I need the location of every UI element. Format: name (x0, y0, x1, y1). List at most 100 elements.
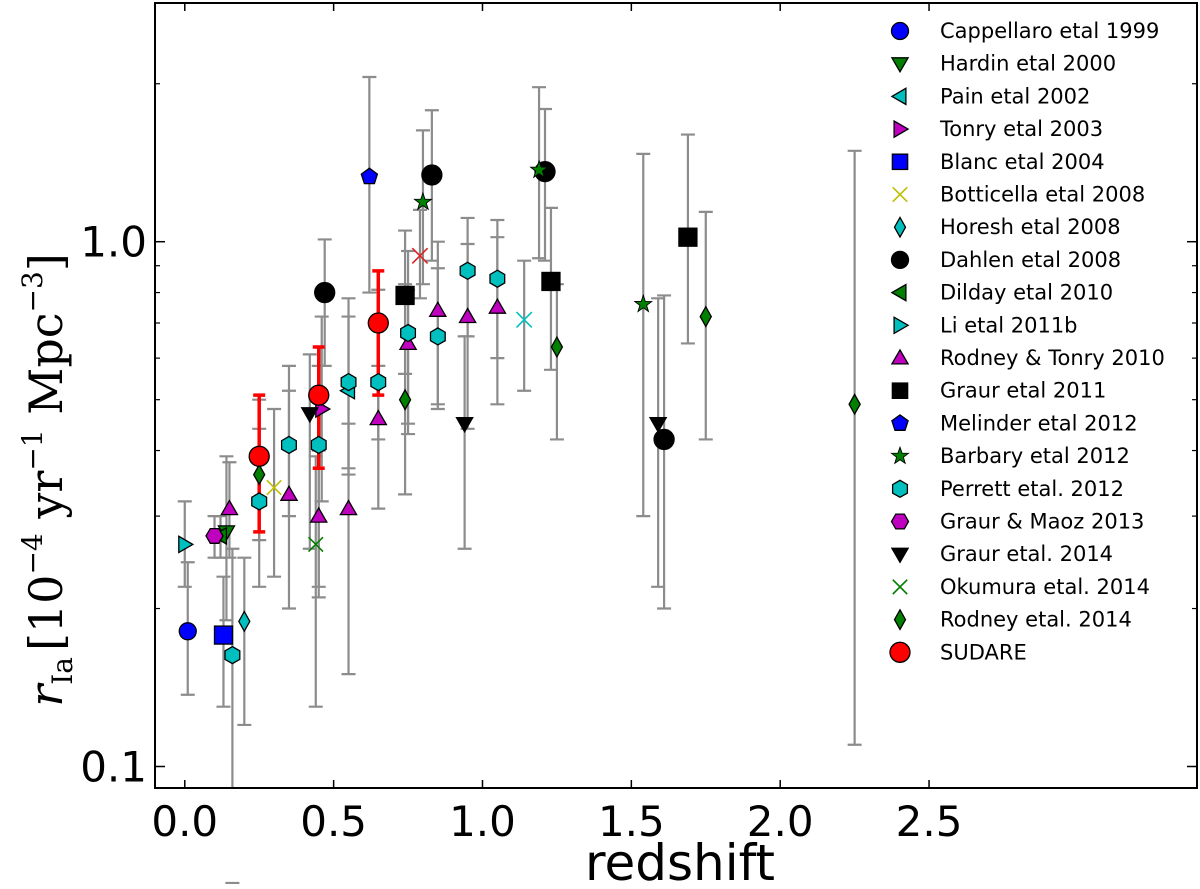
data-point (459, 261, 476, 281)
data-point (238, 610, 251, 633)
legend-label: Botticella etal 2008 (940, 183, 1145, 207)
x-tick-label: 0.0 (151, 797, 218, 846)
legend-label: Perrett etal. 2012 (940, 477, 1124, 501)
x-tick-label: 2.5 (896, 797, 963, 846)
legend-marker (889, 641, 911, 663)
data-point (220, 499, 239, 516)
y-axis-units-prefix: [10 (19, 575, 73, 651)
error-bar (302, 353, 317, 550)
y-axis-units-mid: yr (19, 471, 73, 534)
data-point (398, 388, 412, 411)
data-point (413, 191, 433, 211)
data-point (648, 417, 668, 434)
x-tick-label: 2.0 (747, 797, 814, 846)
marker-layer (178, 159, 861, 665)
data-point (308, 384, 330, 406)
legend-entry: Dilday etal 2010 (890, 281, 1113, 305)
x-tick-label: 1.0 (449, 797, 516, 846)
data-point (541, 271, 561, 292)
data-point (455, 417, 474, 434)
data-point (224, 645, 241, 665)
legend-label: Li etal 2011b (940, 313, 1078, 337)
data-point (339, 499, 358, 516)
y-axis-exp2: −1 (16, 429, 49, 470)
legend-entry: Blanc etal 2004 (891, 150, 1105, 174)
legend-marker (890, 57, 910, 74)
data-point (178, 622, 197, 641)
data-point (848, 393, 861, 416)
y-axis-symbol: r (19, 682, 73, 707)
legend-entry: SUDARE (889, 640, 1027, 664)
legend-label: Blanc etal 2004 (940, 150, 1105, 174)
legend-marker (890, 283, 907, 302)
legend-entry: Li etal 2011b (893, 313, 1078, 337)
legend-label: Horesh etal 2008 (940, 215, 1121, 239)
data-point (411, 247, 429, 265)
data-point (428, 301, 448, 317)
data-point (370, 372, 387, 392)
legend-label: Melinder etal 2012 (940, 411, 1138, 435)
legend-marker (890, 348, 910, 365)
data-point (205, 527, 224, 544)
data-point (400, 323, 417, 343)
legend-marker (892, 186, 908, 203)
legend-label: Graur etal 2011 (940, 379, 1106, 403)
data-point (251, 492, 268, 511)
legend-entry: Rodney etal. 2014 (893, 608, 1132, 632)
legend-label: Hardin etal 2000 (940, 52, 1116, 76)
error-bar (362, 75, 377, 294)
data-point (429, 327, 446, 346)
error-bar (457, 335, 472, 550)
legend-marker (893, 216, 907, 239)
y-axis-subscript: Ia (46, 657, 79, 685)
data-point (178, 535, 195, 554)
legend-entry: Botticella etal 2008 (892, 183, 1145, 207)
legend-entry: Rodney & Tonry 2010 (890, 346, 1165, 370)
axis-ticks: 0.0 0.5 1.0 1.5 2.0 2.5 0.1 1.0 (80, 3, 1197, 846)
data-point (678, 227, 698, 247)
legend-label: Rodney etal. 2014 (940, 608, 1132, 632)
legend-marker (893, 316, 910, 335)
legend-label: Dilday etal 2010 (940, 281, 1113, 305)
legend-marker (891, 382, 909, 399)
y-tick-label: 1.0 (80, 218, 147, 267)
legend-entry: Hardin etal 2000 (890, 52, 1116, 76)
y-axis-title: rIa [10−4 yr−1 Mpc−3] (16, 253, 79, 707)
data-point (314, 281, 336, 304)
legend-label: Barbary etal 2012 (940, 444, 1130, 468)
legend: Cappellaro etal 1999 Hardin etal 2000 Pain… (889, 19, 1165, 664)
data-point (421, 164, 443, 186)
legend-marker (891, 414, 909, 431)
data-point (529, 159, 549, 179)
legend-marker (892, 579, 908, 595)
data-point (488, 297, 507, 314)
data-point (309, 506, 328, 523)
legend-entry: Cappellaro etal 1999 (890, 19, 1159, 43)
data-point (248, 445, 270, 467)
legend-marker (890, 513, 910, 530)
data-point (550, 335, 564, 359)
legend-marker (891, 153, 909, 171)
legend-entry: Melinder etal 2012 (891, 411, 1138, 435)
legend-marker (890, 547, 910, 564)
plot-frame (154, 2, 1198, 789)
data-point (398, 333, 418, 351)
legend-label: Cappellaro etal 1999 (940, 19, 1159, 43)
legend-marker (893, 119, 910, 139)
data-point (307, 536, 324, 553)
data-point (340, 372, 357, 392)
data-point (369, 409, 388, 426)
legend-entry: Horesh etal 2008 (893, 215, 1121, 239)
data-point (213, 625, 234, 645)
data-point (395, 285, 415, 306)
data-point (633, 293, 654, 313)
error-bar (267, 407, 282, 578)
error-bar (657, 294, 672, 610)
data-point (310, 435, 327, 455)
legend-entry: Okumura etal. 2014 (892, 575, 1150, 599)
y-axis-units-mid2: Mpc (19, 312, 73, 429)
legend-entry: Graur etal 2011 (891, 379, 1106, 403)
legend-entry: Tonry etal 2003 (893, 117, 1103, 141)
legend-marker (890, 21, 910, 41)
